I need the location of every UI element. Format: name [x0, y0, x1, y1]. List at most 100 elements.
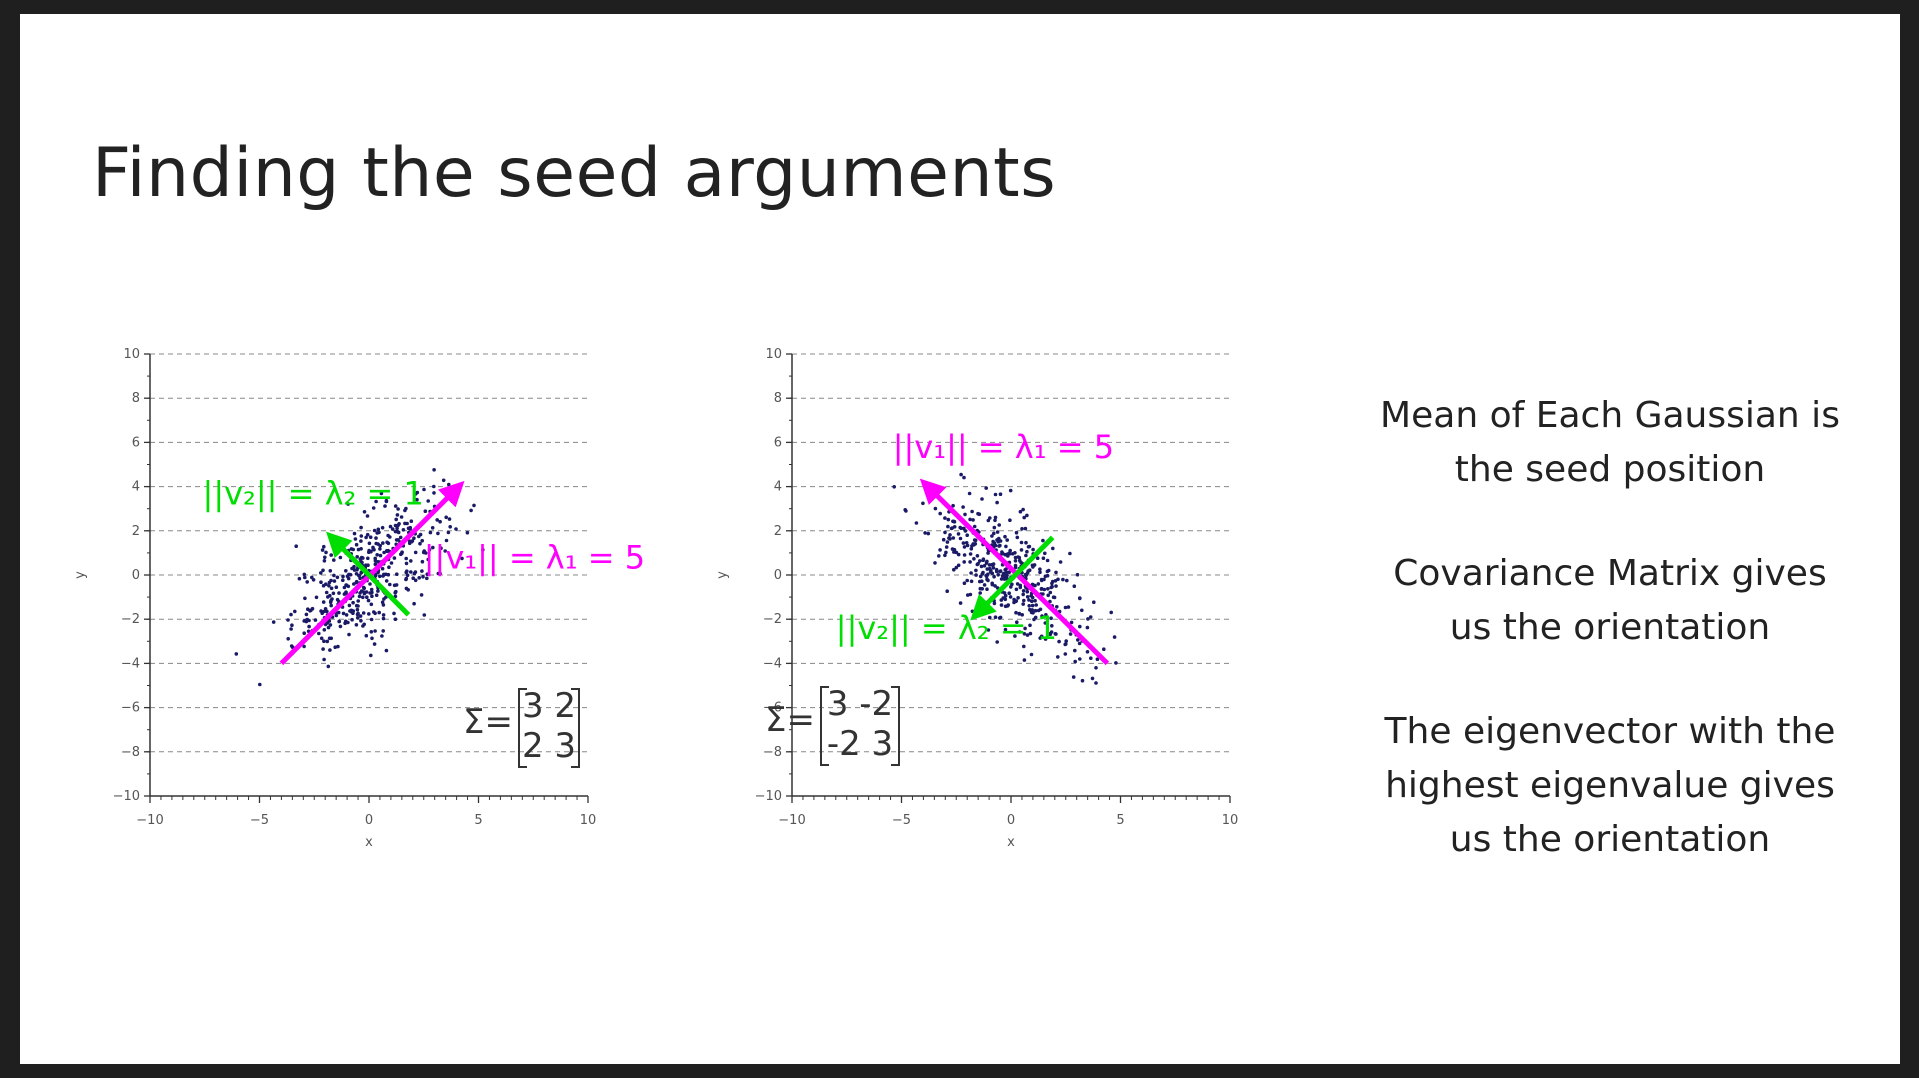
data-point	[413, 550, 418, 555]
data-point	[413, 578, 418, 583]
data-point	[436, 531, 440, 536]
data-point	[405, 569, 409, 573]
data-point	[999, 598, 1004, 602]
y-tick-label: −2	[121, 612, 140, 627]
matrix-bracket-right	[571, 688, 580, 768]
data-point	[384, 648, 389, 653]
data-point	[329, 553, 334, 557]
data-point	[993, 584, 997, 588]
data-point	[349, 608, 354, 613]
data-point	[979, 564, 984, 569]
data-point	[1061, 577, 1065, 582]
data-point	[322, 639, 326, 643]
data-point	[356, 599, 361, 603]
data-point	[396, 507, 400, 511]
data-point	[1003, 593, 1008, 598]
data-point	[1016, 596, 1020, 600]
data-point	[389, 561, 394, 565]
data-point	[1063, 605, 1068, 610]
data-point	[1014, 610, 1018, 615]
data-point	[1007, 570, 1011, 574]
data-point	[1003, 627, 1008, 632]
data-point	[1080, 608, 1084, 613]
data-point	[1008, 595, 1013, 599]
data-point	[1008, 518, 1012, 522]
data-point	[369, 549, 373, 554]
data-point	[965, 578, 969, 583]
data-point	[1076, 638, 1080, 642]
data-point	[319, 571, 323, 575]
data-point	[1021, 602, 1025, 606]
data-point	[1078, 596, 1082, 601]
data-point	[938, 511, 942, 516]
chart-svg-right: 10 8 6 4 2 0 −2 −4 −6 −8 −10 −10 −5 0 5 10 x y ||v₁|| = λ₁…	[715, 347, 1238, 850]
y-tick-label: −2	[763, 612, 782, 627]
data-point	[963, 529, 968, 533]
y-tick-label: 10	[765, 347, 782, 362]
data-point	[1064, 639, 1068, 643]
data-point	[1085, 625, 1090, 630]
data-point	[991, 566, 996, 570]
data-point	[1009, 585, 1013, 589]
data-point	[320, 611, 324, 615]
data-point	[1025, 589, 1030, 594]
data-point	[444, 538, 449, 543]
data-point	[946, 517, 951, 522]
notes-panel: Mean of Each Gaussian is the seed positi…	[1330, 389, 1890, 917]
data-point	[977, 602, 982, 606]
data-point	[338, 555, 343, 560]
data-point	[969, 579, 974, 584]
data-point	[962, 553, 967, 557]
data-point	[1022, 658, 1027, 662]
data-point	[234, 652, 239, 656]
data-point	[331, 591, 336, 596]
data-point	[375, 553, 380, 557]
data-point	[460, 556, 464, 561]
data-point	[1007, 551, 1012, 555]
data-point	[446, 530, 451, 535]
data-point	[951, 503, 955, 508]
data-point	[432, 468, 436, 472]
y-tick-label: 0	[774, 568, 782, 583]
data-point	[943, 530, 947, 535]
y-tick-label: 2	[774, 524, 782, 539]
data-point	[1020, 527, 1024, 531]
data-point	[337, 549, 341, 553]
data-point	[970, 509, 974, 514]
data-point	[962, 545, 967, 549]
data-point	[289, 627, 293, 631]
data-point	[1027, 604, 1031, 608]
data-point	[374, 499, 378, 504]
data-point	[974, 573, 978, 577]
data-point	[388, 582, 392, 587]
data-point	[381, 574, 385, 578]
data-point	[419, 593, 424, 597]
data-point	[369, 653, 373, 658]
data-point	[1023, 626, 1027, 631]
data-point	[971, 518, 975, 522]
data-point	[1004, 570, 1009, 575]
data-point	[420, 569, 424, 573]
y-tick-label: −10	[113, 789, 140, 804]
data-point	[1054, 584, 1058, 588]
data-point	[990, 534, 994, 538]
x-tick-label: 5	[1116, 813, 1124, 828]
note-eigenvector-line-3: us the orientation	[1449, 819, 1771, 860]
data-point	[992, 531, 996, 536]
data-point	[962, 560, 966, 564]
data-point	[439, 546, 443, 550]
x-axis-label: x	[365, 835, 373, 850]
data-point	[365, 532, 370, 537]
data-point	[1034, 603, 1038, 607]
data-point	[431, 545, 435, 550]
data-point	[962, 581, 967, 585]
data-point	[1077, 641, 1082, 646]
data-point	[346, 502, 350, 506]
data-point	[343, 619, 348, 624]
data-point	[1004, 544, 1008, 549]
data-point	[1030, 595, 1035, 600]
data-point	[975, 554, 980, 558]
data-point	[350, 617, 354, 622]
data-point	[968, 560, 972, 564]
data-point	[1033, 608, 1038, 613]
